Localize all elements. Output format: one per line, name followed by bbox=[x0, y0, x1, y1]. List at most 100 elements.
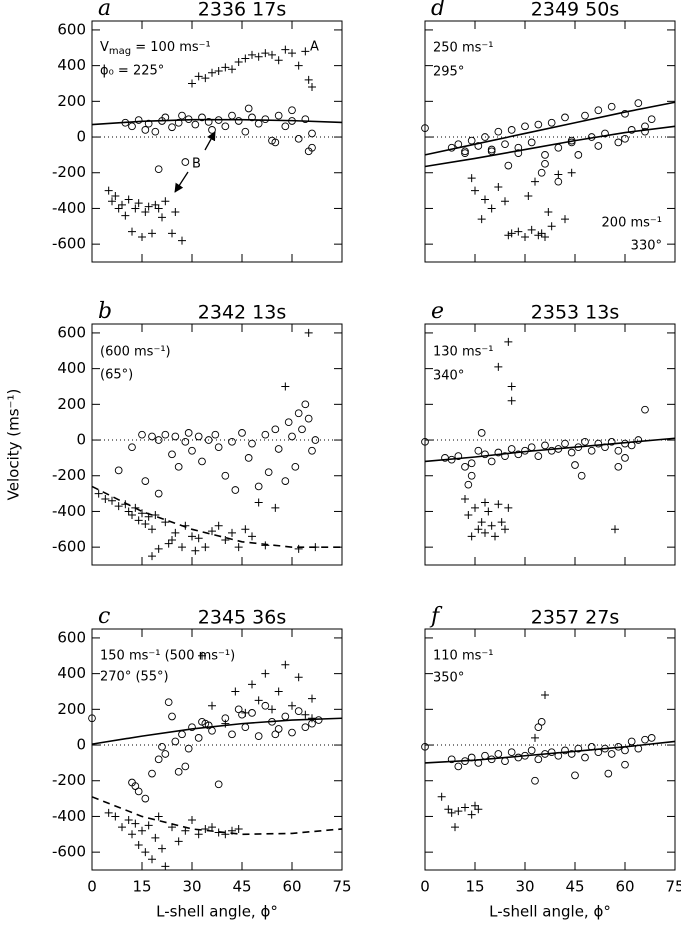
circle-point bbox=[168, 712, 176, 721]
circle-point bbox=[88, 714, 96, 723]
circle-point bbox=[294, 707, 303, 715]
cross-point bbox=[537, 229, 546, 238]
x-tick-label: 60 bbox=[615, 878, 634, 896]
panel-letter: d bbox=[431, 0, 445, 21]
cross-point bbox=[228, 528, 236, 537]
circle-point bbox=[248, 709, 256, 717]
circle-point bbox=[621, 760, 629, 769]
cross-point bbox=[437, 792, 446, 801]
circle-point bbox=[228, 111, 236, 120]
circle-point bbox=[481, 751, 489, 760]
circle-point bbox=[271, 730, 280, 739]
annotation: A bbox=[310, 40, 319, 55]
x-axis-label: L-shell angle, ϕ° bbox=[156, 903, 278, 921]
circle-point bbox=[547, 118, 556, 127]
cross-point bbox=[547, 222, 556, 231]
circle-point bbox=[514, 149, 523, 157]
circle-point bbox=[541, 441, 549, 450]
y-tick-label: -600 bbox=[52, 843, 86, 861]
cross-point bbox=[144, 202, 153, 211]
circle-point bbox=[141, 126, 150, 134]
cross-point bbox=[141, 848, 150, 857]
circle-point bbox=[161, 750, 170, 758]
circle-point bbox=[621, 454, 629, 462]
y-tick-label: 400 bbox=[57, 664, 86, 682]
cross-point bbox=[104, 186, 113, 195]
fit-curve bbox=[424, 740, 676, 764]
circle-point bbox=[134, 787, 143, 796]
cross-point bbox=[254, 52, 263, 61]
cross-point bbox=[241, 708, 250, 717]
cross-point bbox=[464, 511, 473, 520]
x-tick-label: 75 bbox=[665, 878, 681, 896]
cross-point bbox=[141, 208, 150, 217]
cross-point bbox=[124, 195, 133, 204]
cross-point bbox=[294, 544, 303, 553]
circle-point bbox=[148, 769, 156, 778]
circle-point bbox=[168, 123, 176, 132]
circle-point bbox=[581, 111, 589, 120]
cross-point bbox=[271, 503, 280, 512]
circle-point bbox=[204, 721, 213, 730]
x-tick-label: 30 bbox=[515, 878, 534, 896]
annotation: 110 ms⁻¹ bbox=[433, 649, 493, 664]
circle-point bbox=[194, 432, 203, 441]
circle-point bbox=[261, 115, 270, 124]
circle-point bbox=[561, 113, 569, 122]
annotation: 130 ms⁻¹ bbox=[433, 345, 493, 360]
circle-point bbox=[647, 734, 656, 742]
circle-point bbox=[464, 480, 473, 489]
cross-point bbox=[144, 821, 153, 830]
cross-point bbox=[288, 49, 296, 58]
cross-point bbox=[487, 204, 496, 213]
cross-point bbox=[507, 396, 516, 405]
cross-point bbox=[154, 544, 163, 553]
cross-point bbox=[171, 208, 180, 217]
cross-point bbox=[541, 691, 549, 700]
circle-point bbox=[454, 452, 463, 460]
circle-point bbox=[527, 138, 536, 147]
circle-point bbox=[248, 439, 256, 448]
cross-point bbox=[248, 532, 256, 541]
cross-point bbox=[497, 518, 506, 527]
circle-point bbox=[454, 762, 463, 771]
plot-frame bbox=[424, 20, 676, 263]
cross-point bbox=[294, 673, 303, 682]
circle-point bbox=[241, 723, 250, 732]
circle-point bbox=[571, 771, 579, 780]
y-tick-label: 600 bbox=[57, 628, 86, 646]
circle-point bbox=[294, 409, 303, 418]
circle-point bbox=[421, 437, 429, 446]
cross-point bbox=[234, 58, 243, 67]
x-tick-label: 75 bbox=[332, 878, 351, 896]
circle-point bbox=[447, 755, 456, 764]
cross-point bbox=[108, 496, 116, 505]
cross-point bbox=[151, 833, 160, 842]
annotation: 150 ms⁻¹ (500 ms⁻¹) bbox=[100, 649, 235, 664]
cross-point bbox=[304, 75, 313, 84]
circle-point bbox=[171, 737, 180, 746]
cross-point bbox=[228, 65, 236, 74]
cross-point bbox=[234, 543, 243, 552]
circle-point bbox=[174, 462, 183, 471]
circle-point bbox=[174, 767, 183, 776]
circle-point bbox=[178, 111, 186, 120]
cross-point bbox=[221, 536, 230, 545]
cross-point bbox=[131, 819, 140, 828]
circle-point bbox=[627, 737, 636, 746]
annotation: ϕ₀ = 225° bbox=[100, 64, 164, 79]
circle-point bbox=[264, 468, 273, 477]
y-tick-label: 400 bbox=[57, 56, 86, 74]
cross-point bbox=[194, 534, 203, 543]
circle-point bbox=[577, 471, 586, 480]
circle-point bbox=[254, 482, 263, 491]
circle-point bbox=[131, 782, 140, 790]
circle-point bbox=[541, 151, 549, 159]
cross-point bbox=[161, 862, 170, 871]
circle-point bbox=[461, 149, 469, 157]
fit-curve bbox=[91, 118, 343, 126]
y-tick-label: -400 bbox=[52, 807, 86, 825]
circle-point bbox=[601, 129, 609, 138]
cross-point bbox=[154, 204, 163, 213]
circle-point bbox=[594, 142, 603, 150]
